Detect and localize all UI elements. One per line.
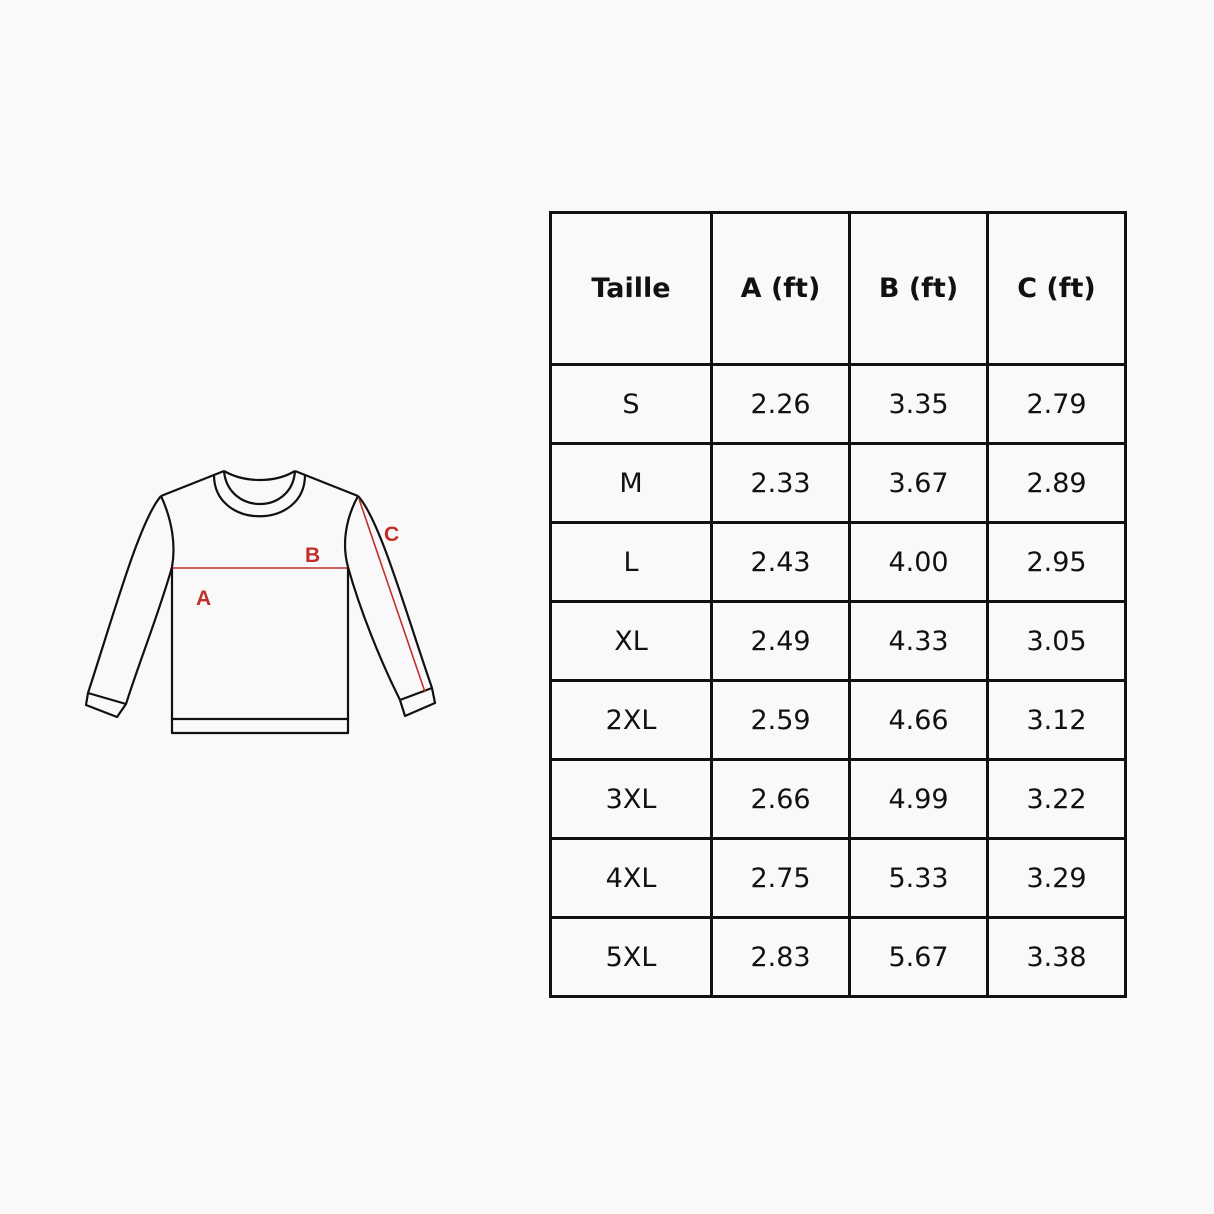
measure-line-c bbox=[358, 498, 426, 693]
cell-b: 3.67 bbox=[848, 442, 989, 524]
header-c: C (ft) bbox=[986, 211, 1127, 366]
cell-c: 3.05 bbox=[986, 600, 1127, 682]
cell-size: 4XL bbox=[549, 837, 713, 919]
header-a: A (ft) bbox=[710, 211, 851, 366]
cell-size: L bbox=[549, 521, 713, 603]
cell-a: 2.26 bbox=[710, 363, 851, 445]
cell-c: 2.95 bbox=[986, 521, 1127, 603]
cell-size: 5XL bbox=[549, 916, 713, 998]
table-row: 4XL 2.75 5.33 3.29 bbox=[549, 837, 1127, 919]
sweater-collar bbox=[212, 470, 307, 518]
sweater-right-sleeve bbox=[343, 495, 437, 718]
cell-a: 2.33 bbox=[710, 442, 851, 524]
cell-c: 3.22 bbox=[986, 758, 1127, 840]
table-row: 5XL 2.83 5.67 3.38 bbox=[549, 916, 1127, 998]
header-b: B (ft) bbox=[848, 211, 989, 366]
table-row: XL 2.49 4.33 3.05 bbox=[549, 600, 1127, 682]
cell-size: M bbox=[549, 442, 713, 524]
table-row: M 2.33 3.67 2.89 bbox=[549, 442, 1127, 524]
cell-c: 2.89 bbox=[986, 442, 1127, 524]
cell-b: 5.33 bbox=[848, 837, 989, 919]
table-row: S 2.26 3.35 2.79 bbox=[549, 363, 1127, 445]
size-table: Taille A (ft) B (ft) C (ft) S 2.26 3.35 2.7… bbox=[549, 211, 1127, 998]
cell-a: 2.66 bbox=[710, 758, 851, 840]
cell-b: 4.66 bbox=[848, 679, 989, 761]
cell-c: 3.29 bbox=[986, 837, 1127, 919]
cell-size: 2XL bbox=[549, 679, 713, 761]
cell-a: 2.49 bbox=[710, 600, 851, 682]
label-a: A bbox=[196, 587, 211, 610]
cell-size: 3XL bbox=[549, 758, 713, 840]
cell-c: 2.79 bbox=[986, 363, 1127, 445]
sweater-left-sleeve bbox=[84, 495, 175, 719]
label-b: B bbox=[305, 544, 320, 567]
table-row: 2XL 2.59 4.66 3.12 bbox=[549, 679, 1127, 761]
cell-b: 4.99 bbox=[848, 758, 989, 840]
cell-b: 5.67 bbox=[848, 916, 989, 998]
header-size: Taille bbox=[549, 211, 713, 366]
label-c: C bbox=[384, 523, 399, 546]
table-row: L 2.43 4.00 2.95 bbox=[549, 521, 1127, 603]
table-header-row: Taille A (ft) B (ft) C (ft) bbox=[549, 211, 1127, 366]
cell-c: 3.12 bbox=[986, 679, 1127, 761]
cell-size: XL bbox=[549, 600, 713, 682]
sweater-body bbox=[160, 469, 359, 735]
cell-b: 4.33 bbox=[848, 600, 989, 682]
cell-c: 3.38 bbox=[986, 916, 1127, 998]
table-row: 3XL 2.66 4.99 3.22 bbox=[549, 758, 1127, 840]
cell-a: 2.59 bbox=[710, 679, 851, 761]
cell-b: 4.00 bbox=[848, 521, 989, 603]
cell-a: 2.75 bbox=[710, 837, 851, 919]
cell-size: S bbox=[549, 363, 713, 445]
cell-a: 2.43 bbox=[710, 521, 851, 603]
cell-a: 2.83 bbox=[710, 916, 851, 998]
cell-b: 3.35 bbox=[848, 363, 989, 445]
